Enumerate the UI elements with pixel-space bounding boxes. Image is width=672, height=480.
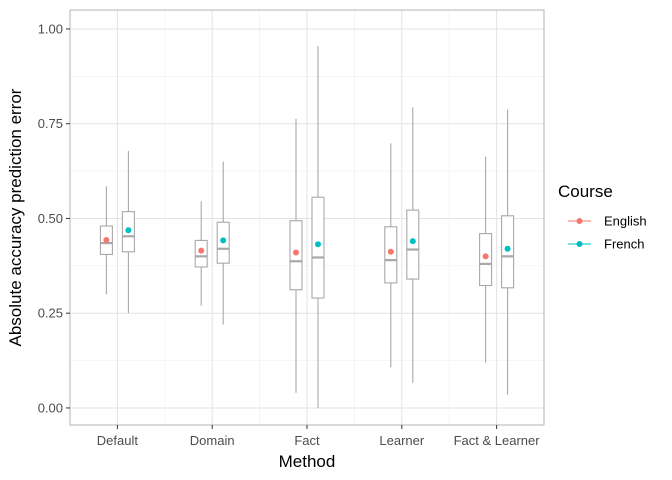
x-tick-label: Default [97,433,139,448]
x-tick-label: Learner [379,433,424,448]
box-iqr [406,209,420,280]
boxplot-french-3 [311,46,325,408]
boxplot-english-1 [99,186,113,295]
y-axis-title: Absolute accuracy prediction error [6,88,25,346]
mean-point [409,238,416,245]
mean-point [482,253,489,260]
boxplot-english-5 [479,156,493,363]
boxplot-french-2 [216,161,230,325]
x-tick-label: Domain [190,433,235,448]
y-tick-label: 0.75 [38,116,63,131]
mean-point [103,237,110,244]
y-tick-label: 0.00 [38,400,63,415]
legend: Course English French [558,182,647,252]
x-tick-label: Fact [294,433,320,448]
legend-item-english: English [568,214,647,229]
mean-point [220,237,227,244]
mean-point [504,245,511,252]
grid-major [70,10,544,425]
boxplots [99,46,515,408]
y-tick-label: 0.25 [38,306,63,321]
boxplot-english-4 [384,143,398,368]
box-iqr [384,226,398,284]
boxplot-french-4 [406,107,420,383]
boxplot-english-3 [289,118,303,393]
y-axis-ticks: 0.00 0.25 0.50 0.75 1.00 [38,21,70,415]
y-tick-label: 0.50 [38,211,63,226]
legend-items: English French [568,214,647,252]
legend-label: English [604,214,647,229]
legend-title: Course [558,182,613,201]
mean-point [293,249,299,256]
box-iqr [479,233,493,287]
x-tick-label: Fact & Learner [454,433,541,448]
mean-point [198,247,205,254]
boxplot-english-2 [194,201,208,306]
mean-point [315,241,321,248]
x-axis-title: Method [279,452,336,471]
box-iqr [501,215,515,289]
mean-point [125,227,132,234]
box-iqr [311,196,325,299]
legend-point [576,218,583,224]
boxplot-french-5 [501,109,515,395]
legend-item-french: French [568,237,644,252]
legend-label: French [604,237,644,252]
box-iqr [194,239,208,268]
y-tick-label: 1.00 [38,21,63,36]
boxplot-french-1 [121,150,135,314]
x-axis-ticks: Default Domain Fact Learner Fact & Learner [97,425,540,448]
legend-point [576,241,583,247]
mean-point [387,248,394,255]
